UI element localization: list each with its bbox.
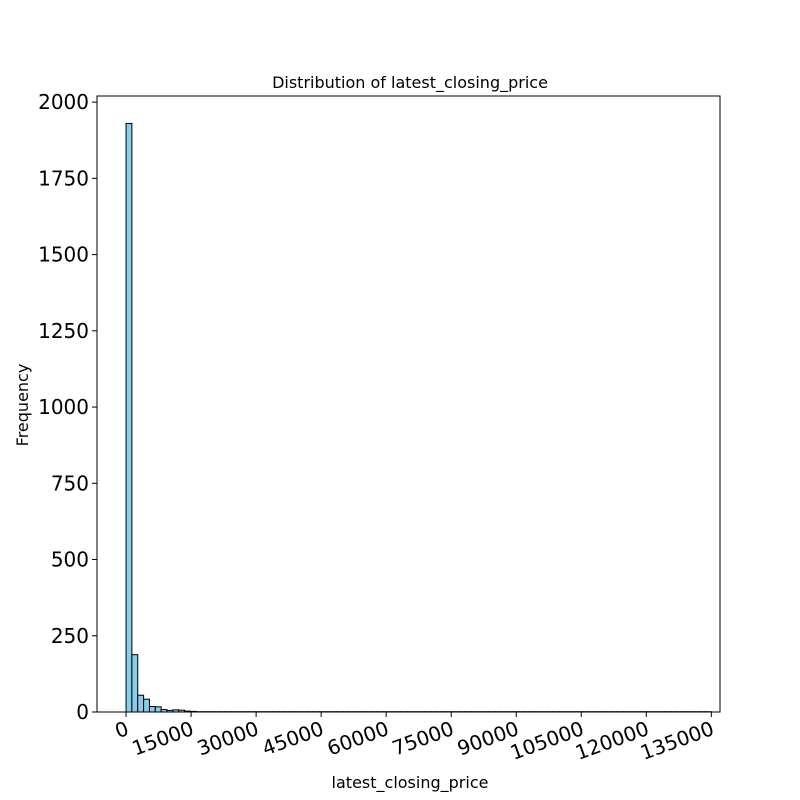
y-tick-label: 750: [51, 471, 89, 495]
y-tick-label: 1500: [38, 243, 89, 267]
histogram-bar: [131, 654, 139, 713]
y-tick-label: 250: [51, 624, 89, 648]
y-tick-label: 0: [76, 700, 89, 724]
plot-area-frame: [96, 95, 721, 713]
x-tick-label: 15000: [129, 716, 197, 760]
x-tick-label: 135000: [637, 716, 717, 765]
x-axis-label: latest_closing_price: [332, 773, 489, 793]
y-axis-label: Frequency: [13, 364, 32, 447]
y-tick-label: 1250: [38, 319, 89, 343]
bars-layer: [125, 122, 712, 713]
y-tick-label: 500: [51, 548, 89, 572]
histogram-bar: [143, 698, 150, 713]
x-tick-label: 75000: [389, 716, 457, 760]
y-tick-label: 1750: [38, 166, 89, 190]
x-tick-label: 30000: [194, 716, 262, 760]
y-axis: 0 250 500 750 1000 1250 1500 1750 2000: [38, 90, 97, 724]
histogram-bar: [125, 122, 133, 713]
histogram-bar: [148, 706, 156, 713]
x-axis: 0150003000045000600007500090000105000120…: [112, 712, 717, 765]
histogram-bar: [154, 706, 162, 713]
x-tick-label: 60000: [324, 716, 392, 760]
histogram-bar: [137, 694, 145, 713]
y-tick-label: 2000: [38, 90, 89, 114]
chart-title: Distribution of latest_closing_price: [272, 73, 548, 93]
x-tick-label: 45000: [259, 716, 327, 760]
y-tick-label: 1000: [38, 395, 89, 419]
